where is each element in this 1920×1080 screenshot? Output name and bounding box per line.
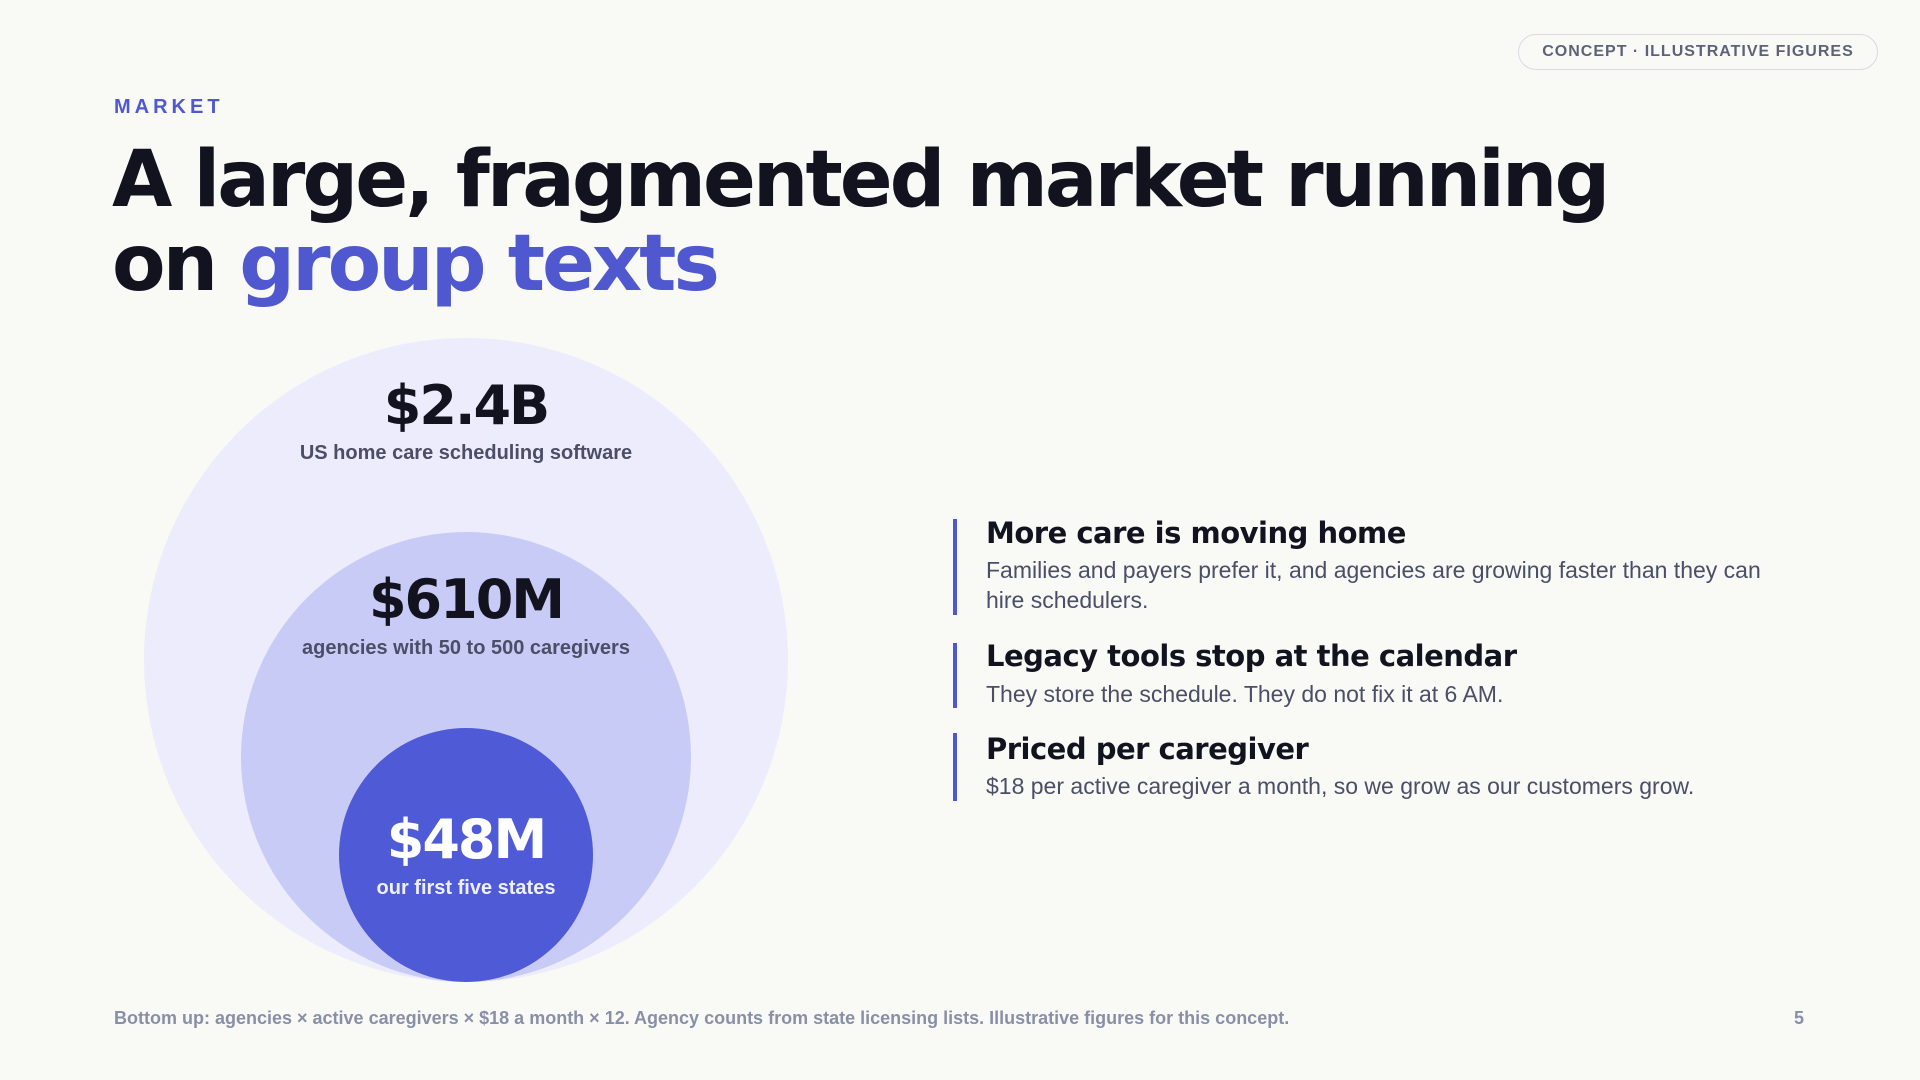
circle-value: $2.4B [383, 374, 550, 437]
point-text: Families and payers prefer it, and agenc… [986, 557, 1761, 613]
point-title: Priced per caregiver [986, 732, 1309, 766]
eyebrow: MARKET [114, 96, 224, 118]
title-line: A large, fragmented market running [112, 135, 1610, 225]
circle-value: $610M [368, 568, 565, 631]
title-text: on [112, 219, 218, 309]
badge: CONCEPT · ILLUSTRATIVE FIGURES [1518, 34, 1878, 70]
title-line: on group texts [112, 222, 1607, 306]
accent-bar [953, 643, 957, 708]
accent-bar [953, 733, 957, 801]
title-accent: group texts [239, 219, 720, 309]
circle-label: US home care scheduling software [299, 442, 633, 464]
som-circle [339, 728, 593, 982]
title: A large, fragmented market running on gr… [112, 135, 1610, 306]
point-title: Legacy tools stop at the calendar [986, 639, 1517, 673]
circle-label: agencies with 50 to 500 caregivers [302, 637, 630, 659]
page-number: 5 [1794, 1008, 1805, 1028]
point-text: $18 per active caregiver a month, so we … [986, 773, 1695, 799]
point-text: They store the schedule. They do not fix… [986, 681, 1504, 707]
footnote: Bottom up: agencies × active caregivers … [114, 1008, 1290, 1028]
accent-bar [953, 519, 957, 615]
circle-value: $48M [386, 808, 547, 871]
market-circles [144, 338, 788, 982]
point-title: More care is moving home [986, 516, 1406, 550]
circle-label: our first five states [376, 877, 556, 899]
